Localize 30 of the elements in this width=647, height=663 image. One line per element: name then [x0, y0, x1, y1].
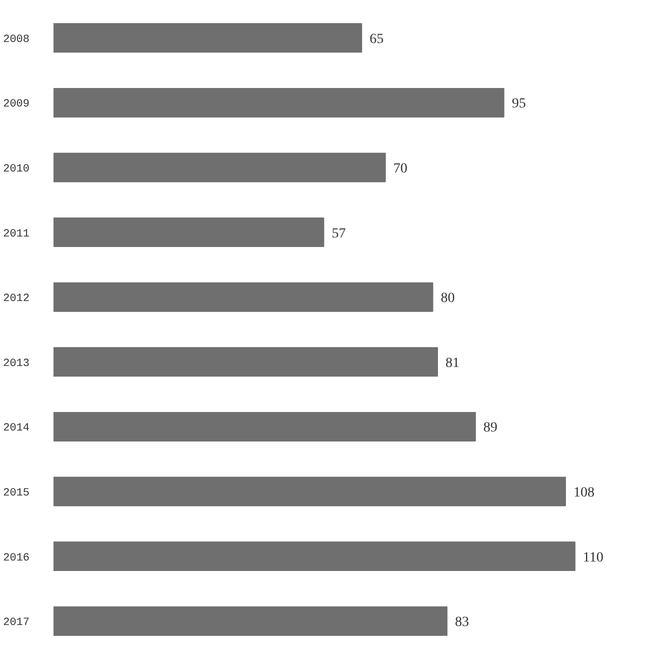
bar — [54, 412, 476, 442]
y-tick-label: 2009 — [3, 98, 30, 111]
bar — [54, 218, 324, 248]
data-label: 95 — [512, 96, 526, 112]
bar — [54, 542, 576, 572]
bar — [54, 476, 566, 506]
data-label: 70 — [393, 162, 408, 176]
y-tick-label: 2017 — [3, 617, 30, 630]
bar — [54, 88, 504, 118]
y-tick-label: 2012 — [3, 293, 30, 306]
y-tick-label: 2010 — [3, 164, 30, 176]
data-label: 108 — [573, 486, 594, 500]
y-tick-label: 2016 — [3, 552, 30, 564]
data-label: 80 — [440, 291, 455, 306]
data-label: 57 — [332, 226, 346, 242]
bar — [54, 347, 438, 377]
bar — [54, 282, 434, 312]
data-label: 110 — [582, 550, 604, 566]
y-tick-label: 2011 — [3, 228, 30, 240]
y-tick-label: 2008 — [3, 34, 30, 46]
data-label: 83 — [454, 615, 469, 630]
bar — [54, 152, 386, 182]
data-label: 65 — [370, 32, 384, 47]
y-tick-label: 2013 — [3, 358, 30, 370]
bar — [54, 23, 362, 53]
y-tick-label: 2015 — [3, 488, 30, 500]
y-tick-label: 2014 — [3, 422, 30, 435]
data-label: 89 — [483, 420, 498, 436]
bar — [54, 606, 448, 636]
data-label: 81 — [445, 356, 460, 371]
